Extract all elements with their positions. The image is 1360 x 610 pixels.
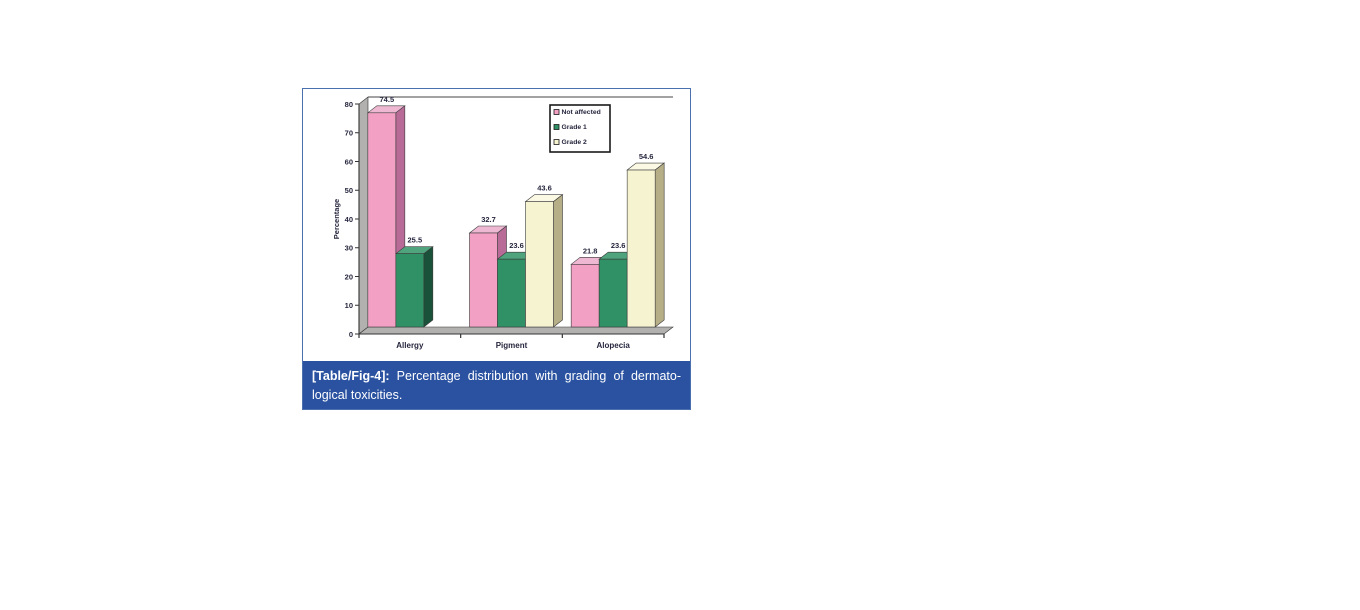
y-tick-label: 20	[345, 272, 353, 281]
left-wall-3d	[358, 96, 369, 335]
caption-line-2: logical toxicities.	[312, 388, 403, 402]
bar-Pigment-Grade 1	[497, 258, 526, 328]
caption-text: Percentage distribution with grading of …	[396, 369, 681, 383]
bar-value-label: 23.6	[509, 241, 524, 250]
y-tick-label: 40	[345, 215, 353, 224]
floor-3d	[358, 326, 674, 335]
bar-Pigment-Grade 2	[525, 201, 554, 328]
chart-area: 0 10 20 30 40 50 60 70 80 Percentage 74.5 25.5 Aller…	[303, 89, 690, 361]
bar-value-label: 54.6	[639, 152, 654, 161]
y-tick-label: 10	[345, 301, 353, 310]
bar-side-Pigment-Grade 2	[553, 194, 563, 328]
legend-label: Grade 1	[562, 124, 588, 131]
bar-value-label: 21.8	[583, 246, 598, 255]
bar-value-label: 74.5	[380, 95, 395, 104]
caption-line-1: [Table/Fig-4]: Percentage distribution w…	[312, 367, 681, 386]
y-tick-label: 80	[345, 100, 353, 109]
figure-table-fig-4: 0 10 20 30 40 50 60 70 80 Percentage 74.5 25.5 Aller…	[302, 88, 691, 410]
bar-value-label: 23.6	[611, 241, 626, 250]
legend-swatch-Grade 2	[553, 139, 560, 145]
legend-label: Not affected	[562, 109, 601, 116]
y-tick-label: 60	[345, 157, 353, 166]
legend-swatch-Not affected	[553, 109, 560, 115]
bar-Pigment-Not affected	[469, 232, 498, 328]
bar-Alopecia-Grade 2	[626, 169, 656, 328]
bar-value-label: 25.5	[408, 236, 423, 245]
y-tick-label: 30	[345, 244, 353, 253]
bar-side-Allergy-Grade 1	[423, 246, 434, 328]
bar-Allergy-Not affected	[367, 112, 397, 328]
bar-chart: 0 10 20 30 40 50 60 70 80 Percentage 74.5 25.5 Aller…	[332, 95, 674, 350]
legend-box	[549, 104, 611, 153]
y-tick-label: 0	[349, 330, 353, 339]
x-category-label: Alopecia	[596, 341, 630, 350]
caption-tag: [Table/Fig-4]:	[312, 369, 390, 383]
legend-swatch-Grade 1	[553, 124, 560, 130]
bar-value-label: 32.7	[481, 215, 496, 224]
x-category-label: Pigment	[496, 341, 528, 350]
y-tick-label: 50	[345, 186, 353, 195]
figure-caption: [Table/Fig-4]: Percentage distribution w…	[303, 361, 690, 409]
bar-side-Alopecia-Grade 2	[654, 162, 665, 328]
bar-value-label: 43.6	[537, 184, 552, 193]
x-category-label: Allergy	[396, 341, 424, 350]
y-axis-title: Percentage	[332, 199, 341, 239]
legend-label: Grade 2	[562, 139, 588, 146]
bar-Alopecia-Grade 1	[598, 258, 628, 328]
y-tick-label: 70	[345, 129, 353, 138]
bar-Alopecia-Not affected	[570, 264, 600, 328]
bar-Allergy-Grade 1	[395, 253, 425, 328]
